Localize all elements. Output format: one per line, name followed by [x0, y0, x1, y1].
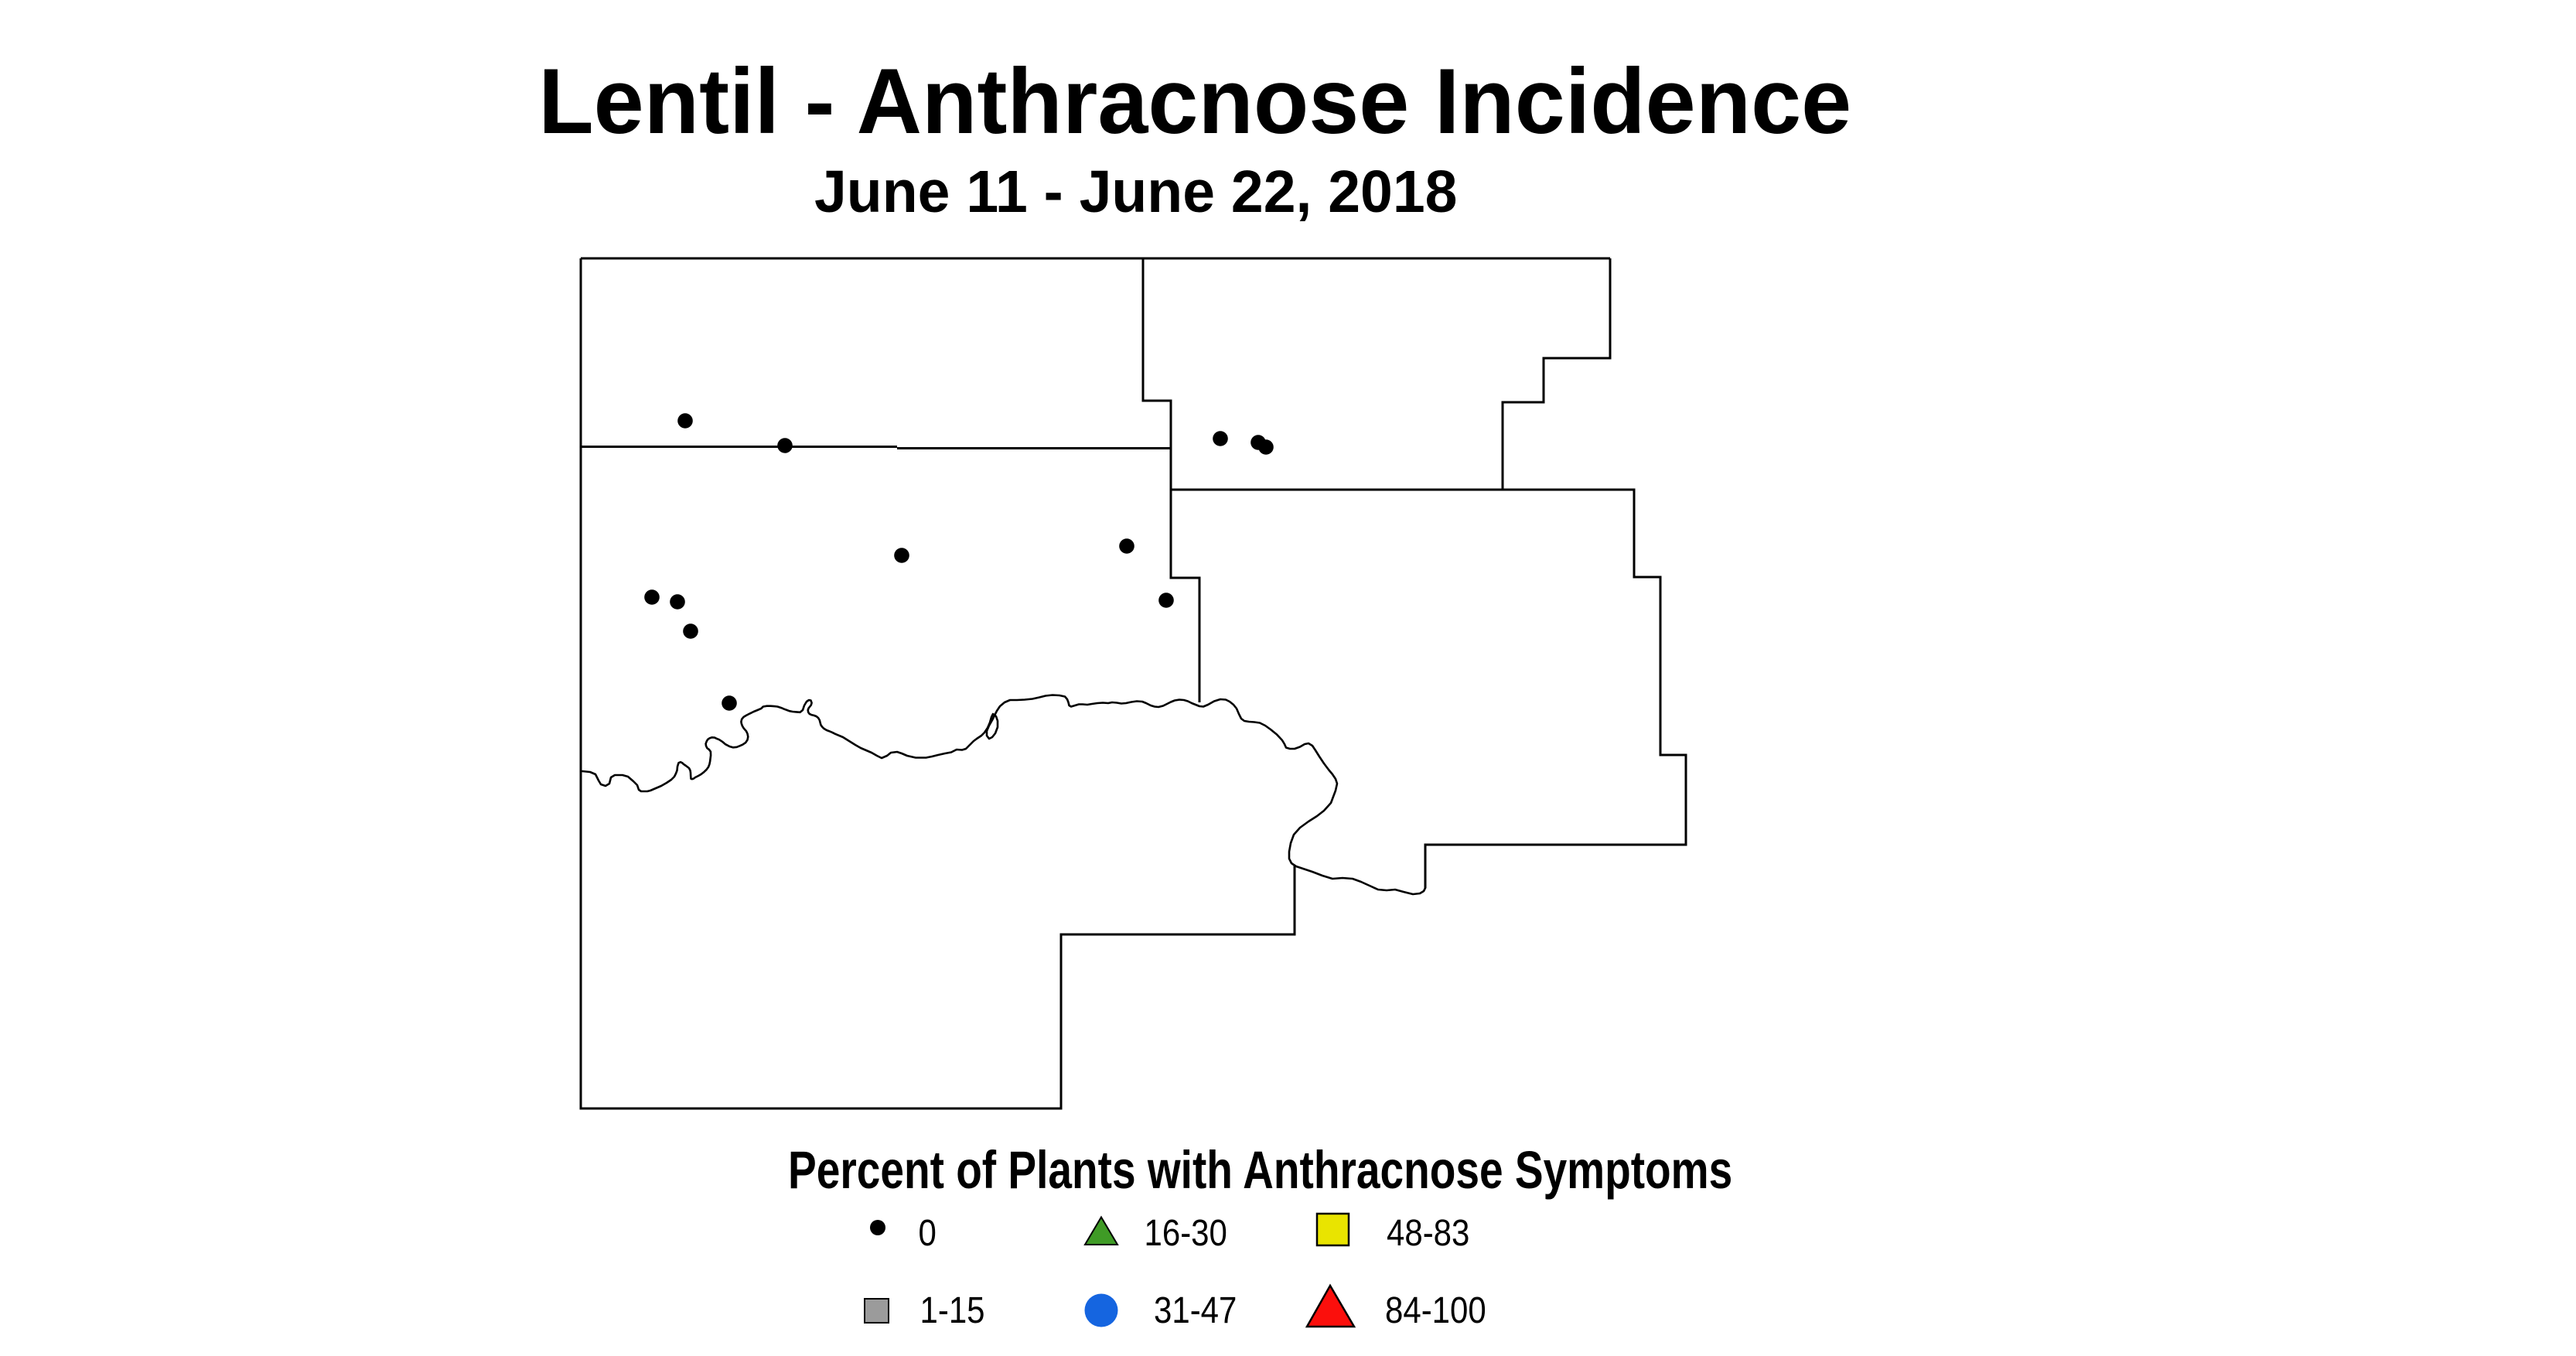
- svg-text:31-47: 31-47: [1154, 1289, 1237, 1330]
- svg-text:June 11 - June 22, 2018: June 11 - June 22, 2018: [814, 159, 1457, 225]
- svg-text:16-30: 16-30: [1145, 1211, 1227, 1253]
- svg-text:1-15: 1-15: [920, 1289, 985, 1330]
- svg-text:0: 0: [919, 1211, 937, 1253]
- svg-text:48-83: 48-83: [1387, 1211, 1469, 1253]
- svg-text:Percent of Plants with Anthrac: Percent of Plants with Anthracnose Sympt…: [788, 1141, 1732, 1200]
- svg-text:84-100: 84-100: [1385, 1289, 1486, 1330]
- svg-text:Lentil - Anthracnose Incidence: Lentil - Anthracnose Incidence: [538, 50, 1851, 154]
